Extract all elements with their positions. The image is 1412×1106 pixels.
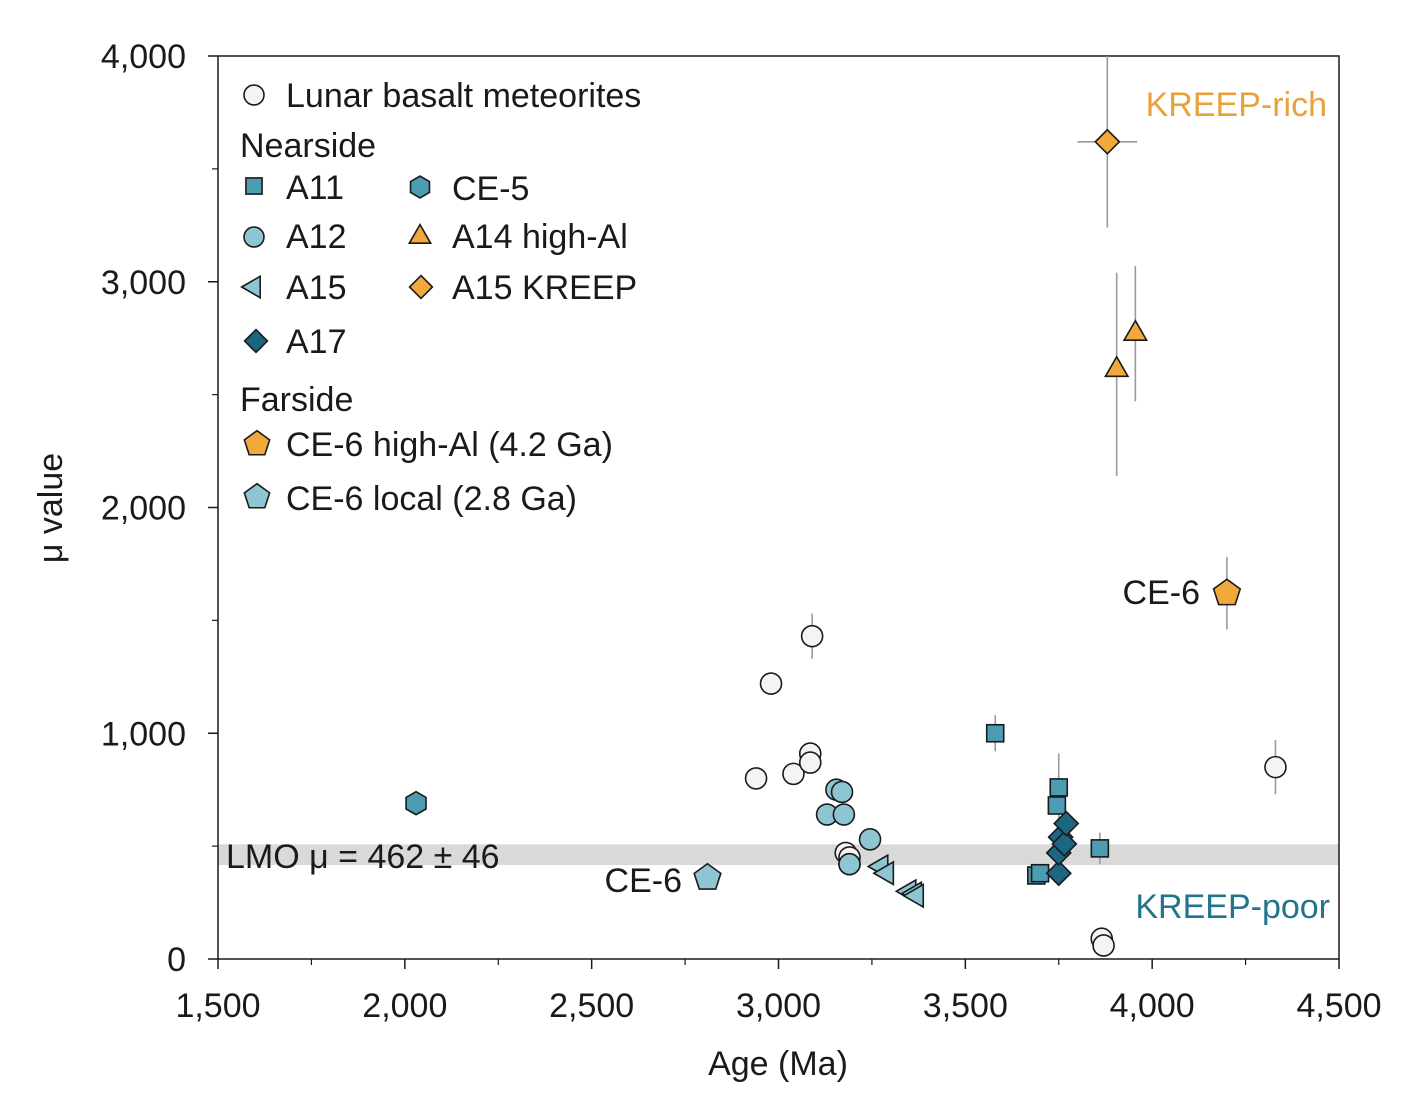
x-tick-label: 2,000 <box>362 987 447 1025</box>
legend-symbol-ce-6-high-al-4-2-ga <box>243 429 271 456</box>
x-tick-label: 2,500 <box>549 987 634 1025</box>
legend-label-ce5: CE-5 <box>452 170 529 208</box>
point-a11 <box>1090 839 1110 858</box>
legend-marker-a11 <box>245 177 263 195</box>
point-a17 <box>1051 830 1078 857</box>
point-lunar-basalt-meteorites <box>1264 755 1287 779</box>
legend-symbol-a11 <box>245 177 263 195</box>
legend-symbol-ce-6-local-2-8-ga <box>243 482 271 509</box>
legend-marker-a15 <box>240 274 261 300</box>
point-lunar-basalt-meteorites <box>744 767 768 790</box>
legend-label-a15-kreep: A15 KREEP <box>452 269 637 307</box>
x-tick-label: 4,500 <box>1296 987 1381 1025</box>
point-a14-high-al <box>1104 355 1130 378</box>
point-a12 <box>832 803 856 826</box>
data-markers <box>405 128 1287 957</box>
x-tick-label: 3,500 <box>923 987 1008 1025</box>
point-ce-6-high-al-4-2-ga <box>1212 578 1242 606</box>
y-tick-label: 4,000 <box>101 38 186 76</box>
point-lunar-basalt-meteorites <box>800 624 824 648</box>
point-a14-high-al <box>1122 319 1148 341</box>
axis-ticks: 1,500 2,000 2,500 3,000 3,500 4,000 4,500 0 1,00… <box>101 38 1382 1025</box>
point-ce-5 <box>405 790 427 816</box>
point-lunar-basalt-meteorites <box>782 762 805 786</box>
legend-marker-meteorites <box>243 84 265 106</box>
legend-symbol-a17 <box>243 328 269 354</box>
y-tick-label: 2,000 <box>101 490 186 528</box>
legend-marker-a12 <box>243 226 265 248</box>
legend-label-a11: A11 <box>286 169 344 207</box>
legend-marker-ce6-local <box>243 482 271 509</box>
legend-marker-a15-kreep <box>408 274 434 300</box>
legend-label-a14-high-al: A14 high-Al <box>452 218 628 256</box>
x-tick-label: 4,000 <box>1110 987 1195 1025</box>
legend-symbol-a14-high-al <box>407 223 433 244</box>
kreep-rich-label: KREEP-rich <box>1146 86 1327 124</box>
x-tick-label: 1,500 <box>175 987 260 1025</box>
ce6-highal-label: CE-6 <box>1123 574 1200 612</box>
point-lunar-basalt-meteorites <box>798 751 822 774</box>
legend-label-ce6-local: CE-6 local (2.8 Ga) <box>286 480 577 518</box>
point-lunar-basalt-meteorites <box>759 672 783 695</box>
y-tick-label: 3,000 <box>101 264 186 302</box>
legend-label-a12: A12 <box>286 218 347 256</box>
x-tick-label: 3,000 <box>736 987 821 1025</box>
legend-label-a15: A15 <box>286 269 347 307</box>
point-a15-kreep <box>1094 128 1121 155</box>
point-a12 <box>838 852 861 876</box>
point-a12 <box>858 828 882 851</box>
legend: Lunar basalt meteorites Nearside A11 CE-… <box>240 77 641 518</box>
legend-label-meteorites: Lunar basalt meteorites <box>286 77 641 115</box>
point-ce-6-local-2-8-ga <box>693 862 722 890</box>
legend-symbol-lunar-basalt-meteorites <box>243 84 265 106</box>
point-a11 <box>985 723 1005 743</box>
legend-symbol-ce-5 <box>409 175 431 199</box>
legend-marker-ce5 <box>409 175 431 199</box>
legend-label-a17: A17 <box>286 323 347 361</box>
legend-marker-ce6-high-al <box>243 429 271 456</box>
legend-heading-nearside: Nearside <box>240 127 376 165</box>
lmo-band-label: LMO μ = 462 ± 46 <box>226 838 500 876</box>
legend-heading-farside: Farside <box>240 381 353 419</box>
legend-symbol-a15 <box>240 274 261 300</box>
point-a11 <box>1049 778 1069 797</box>
point-lunar-basalt-meteorites <box>1092 934 1115 957</box>
legend-symbol-a15-kreep <box>408 274 434 300</box>
legend-marker-a14-high-al <box>407 223 433 244</box>
point-a17 <box>1045 860 1072 887</box>
x-axis-title: Age (Ma) <box>708 1045 848 1083</box>
y-tick-label: 0 <box>167 941 186 979</box>
point-a12 <box>830 780 854 804</box>
y-tick-label: 1,000 <box>101 715 186 753</box>
kreep-poor-label: KREEP-poor <box>1135 888 1330 926</box>
point-a15 <box>902 883 925 909</box>
point-a17 <box>1053 810 1080 837</box>
ce6-local-label: CE-6 <box>605 862 682 900</box>
y-axis-title: μ value <box>32 453 70 563</box>
legend-marker-a17 <box>243 328 269 354</box>
legend-symbol-a12 <box>243 226 265 248</box>
point-a11 <box>1047 796 1067 815</box>
point-a15 <box>872 860 895 886</box>
legend-label-ce6-high-al: CE-6 high-Al (4.2 Ga) <box>286 426 613 464</box>
